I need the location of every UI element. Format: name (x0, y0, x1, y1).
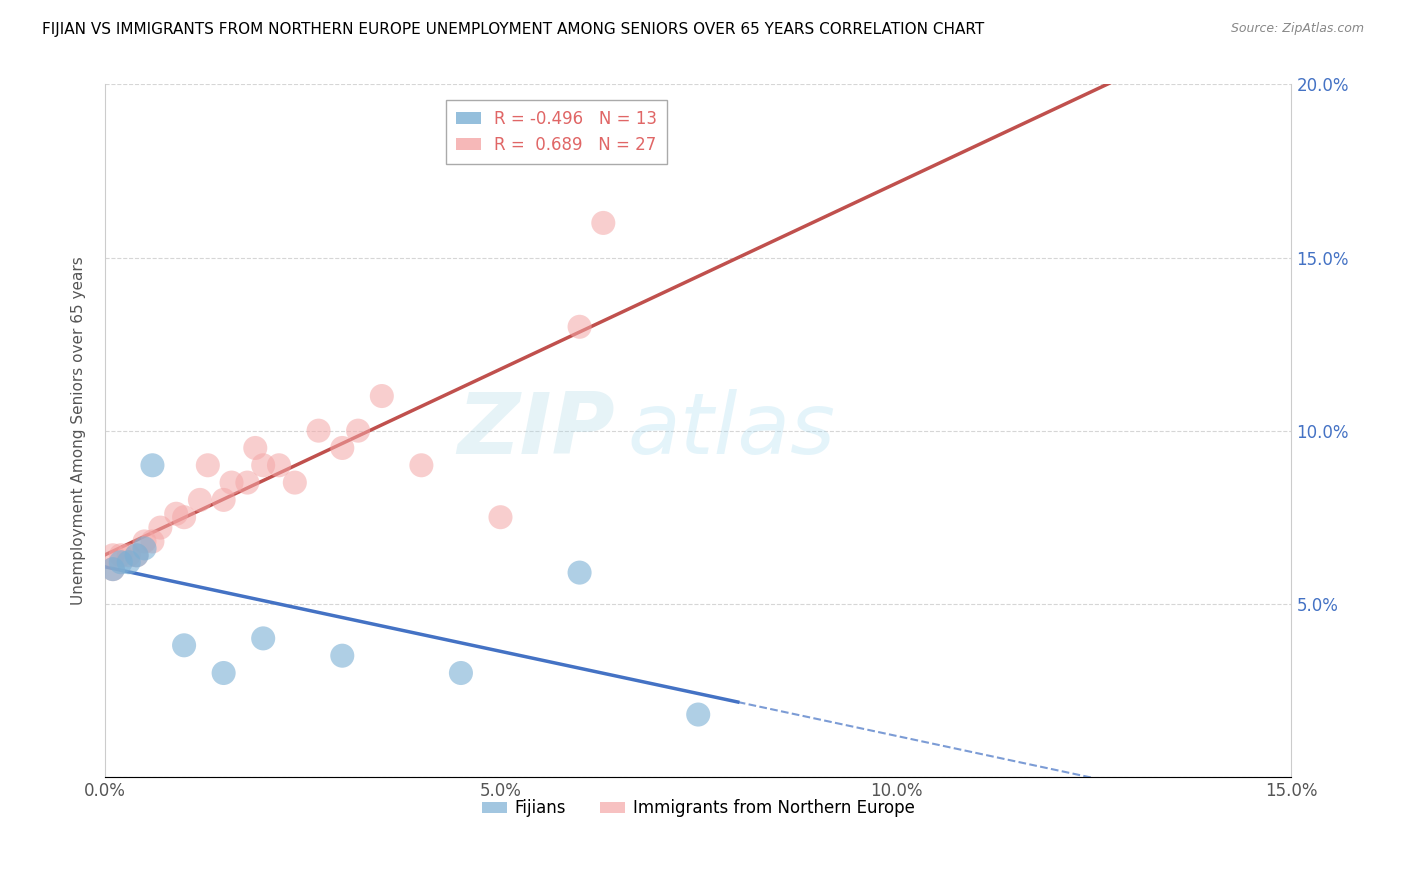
Point (347, 424, 370, 438)
Point (252, 632, 274, 646)
Text: FIJIAN VS IMMIGRANTS FROM NORTHERN EUROPE UNEMPLOYMENT AMONG SENIORS OVER 65 YEA: FIJIAN VS IMMIGRANTS FROM NORTHERN EUROP… (42, 22, 984, 37)
Point (118, 549, 141, 563)
Point (110, 549, 132, 563)
Point (101, 562, 124, 576)
Point (173, 638, 195, 652)
Y-axis label: Unemployment Among Seniors over 65 years: Unemployment Among Seniors over 65 years (72, 256, 86, 605)
Text: ZIP: ZIP (457, 389, 616, 472)
Point (188, 492, 211, 507)
Text: atlas: atlas (627, 389, 835, 472)
Point (330, 441, 353, 455)
Point (149, 520, 172, 534)
Point (371, 389, 394, 403)
Point (212, 665, 235, 680)
Point (101, 562, 124, 576)
Point (330, 648, 353, 663)
Point (308, 424, 330, 438)
Point (197, 458, 219, 473)
Point (411, 458, 433, 473)
Point (165, 507, 187, 521)
Point (592, 216, 614, 230)
Point (173, 510, 195, 524)
Text: Source: ZipAtlas.com: Source: ZipAtlas.com (1230, 22, 1364, 36)
Point (236, 475, 259, 490)
Point (141, 534, 163, 549)
Point (125, 549, 148, 563)
Point (252, 458, 274, 473)
Point (221, 475, 243, 490)
Point (568, 319, 591, 334)
Point (118, 555, 141, 569)
Point (101, 549, 124, 563)
Point (267, 458, 290, 473)
Point (284, 475, 307, 490)
Point (450, 665, 472, 680)
Point (245, 441, 267, 455)
Point (134, 541, 156, 556)
Point (134, 534, 156, 549)
Point (110, 555, 132, 569)
Point (568, 566, 591, 580)
Legend: Fijians, Immigrants from Northern Europe: Fijians, Immigrants from Northern Europe (475, 793, 921, 824)
Point (141, 458, 163, 473)
Point (212, 492, 235, 507)
Point (489, 510, 512, 524)
Point (125, 549, 148, 563)
Point (688, 707, 710, 722)
